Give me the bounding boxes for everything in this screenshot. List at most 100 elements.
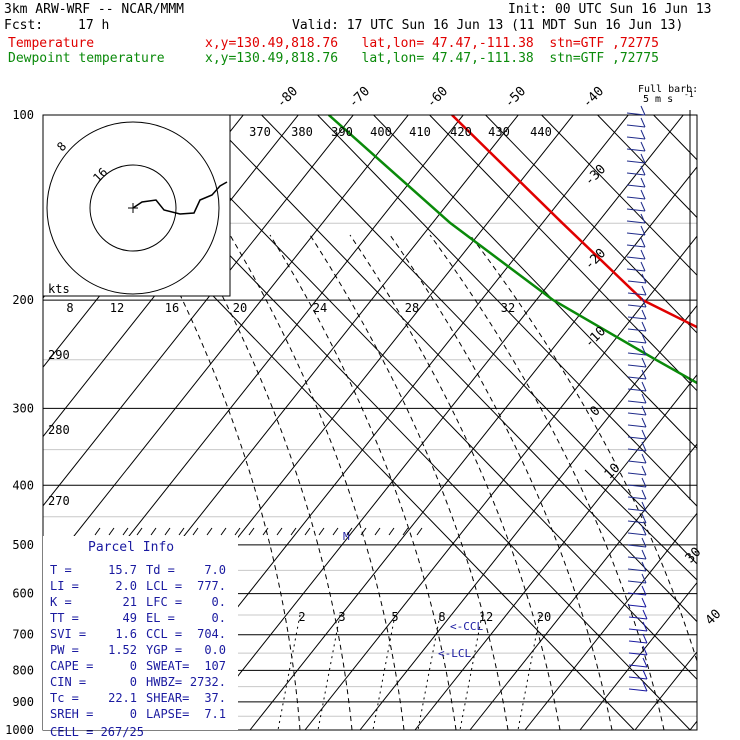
pressure-tick-label: 500 [12, 538, 34, 552]
wind-barb [628, 676, 648, 680]
ticks-500 [122, 527, 129, 536]
wind-barb [626, 196, 646, 200]
wind-barb-flag [640, 117, 646, 128]
wind-barb [627, 424, 647, 428]
parcel-label: SHEAR= [146, 691, 189, 705]
wind-barb-flag [641, 489, 647, 500]
hodograph-scale-label: 8 [66, 301, 73, 315]
dry-adiabat-line [249, 166, 697, 730]
ticks-500 [290, 527, 297, 536]
parcel-label: Tc = [50, 691, 79, 705]
mixing-ratio-label: 8 [438, 610, 445, 624]
ticks-500 [234, 527, 241, 536]
dry-adiabat-line [414, 373, 697, 730]
ticks-500 [416, 527, 423, 536]
ticks-500 [206, 527, 213, 536]
hodograph-scale-label: 12 [110, 301, 124, 315]
parcel-title: Parcel Info [88, 540, 174, 555]
wind-barb-flag [641, 369, 647, 380]
wind-barb-flag [640, 201, 646, 212]
wind-barb [627, 508, 647, 512]
wind-barb-flag [641, 309, 647, 320]
parcel-label: YGP = [146, 643, 182, 657]
parcel-label: SVI = [50, 627, 86, 641]
hodograph-scale-label: 16 [165, 301, 179, 315]
theta-label: 410 [409, 125, 431, 139]
theta-label: 280 [48, 423, 70, 437]
wind-barb [626, 112, 646, 116]
wind-barb-flag [641, 549, 647, 560]
pressure-tick-label: 400 [12, 478, 34, 492]
pressure-tick-label: 300 [12, 401, 34, 415]
parcel-value: 2.0 [115, 579, 137, 593]
dry-adiabat-line [469, 443, 697, 730]
parcel-value: 49 [123, 611, 137, 625]
wind-barb [626, 148, 646, 152]
wind-barb [628, 688, 648, 692]
wind-barb [627, 364, 647, 368]
wind-barb [627, 388, 647, 392]
wind-barb [627, 604, 647, 608]
wind-barb-flag [641, 345, 647, 356]
wind-barb [627, 340, 647, 344]
temperature-legend: Temperature [8, 36, 95, 51]
init-time: Init: 00 UTC Sun 16 Jun 13 [508, 2, 712, 17]
ticks-500 [192, 527, 199, 536]
wind-barb [628, 640, 648, 644]
hodograph-ring [89, 164, 177, 252]
ticks-500 [388, 527, 395, 536]
wind-barb-flag [642, 681, 648, 692]
isotherm-line [541, 115, 697, 276]
parcel-label: PW = [50, 643, 79, 657]
wind-barb [627, 304, 647, 308]
ticks-500 [136, 527, 143, 536]
parcel-value: 21 [123, 595, 137, 609]
mixing-ratio-label: 5 [391, 610, 398, 624]
ticks-500 [304, 527, 311, 536]
model-title: 3km ARW-WRF -- NCAR/MMM [4, 2, 185, 17]
mixing-ratio-line [417, 614, 441, 730]
wind-barb [627, 352, 647, 356]
dry-adiabat-line [359, 304, 697, 730]
theta-label: 420 [450, 125, 472, 139]
dry-adiabat-line [579, 581, 697, 730]
wind-barb-flag [640, 189, 646, 200]
moist-adiabat-line [429, 234, 665, 730]
moist-adiabat-line [389, 234, 613, 730]
isotherm-line [149, 115, 697, 681]
parcel-value: 37. [204, 691, 226, 705]
hodograph-scale-label: 32 [501, 301, 515, 315]
parcel-value: 0 [130, 675, 137, 689]
parcel-label: SREH = [50, 707, 93, 721]
wind-barb [627, 280, 647, 284]
parcel-cell: CELL = 267/25 [50, 725, 144, 739]
ticks-500 [276, 527, 283, 536]
mixing-ratio-line [317, 614, 341, 730]
ticks-500 [220, 527, 227, 536]
wind-barb-flag [641, 441, 647, 452]
isotherm-line [205, 115, 697, 623]
parcel-label: EL = [146, 611, 175, 625]
wind-barb-flag [640, 153, 646, 164]
right-boundary [584, 469, 698, 730]
mixing-ratio-label: 12 [479, 610, 493, 624]
dry-adiabat-line [194, 115, 684, 730]
wind-barb-flag [642, 609, 648, 620]
parcel-value: 7.0 [204, 563, 226, 577]
ticks-500 [346, 527, 353, 536]
wind-barb [627, 316, 647, 320]
dry-adiabat-line [43, 115, 299, 438]
mixing-ratio-line [459, 614, 483, 730]
parcel-value: 777. [197, 579, 226, 593]
theta-label: 270 [48, 494, 70, 508]
dry-adiabat-line [524, 512, 697, 730]
mixing-ratio-line [517, 614, 541, 730]
parcel-label: HWBZ= [146, 675, 182, 689]
ccl-marker: <-CCL [450, 620, 483, 633]
parcel-label: LI = [50, 579, 79, 593]
wind-barb-flag [640, 213, 646, 224]
parcel-label: K = [50, 595, 72, 609]
parcel-value: 0. [212, 611, 226, 625]
wind-barb-flag [640, 225, 646, 236]
dry-adiabat-line [43, 115, 409, 576]
